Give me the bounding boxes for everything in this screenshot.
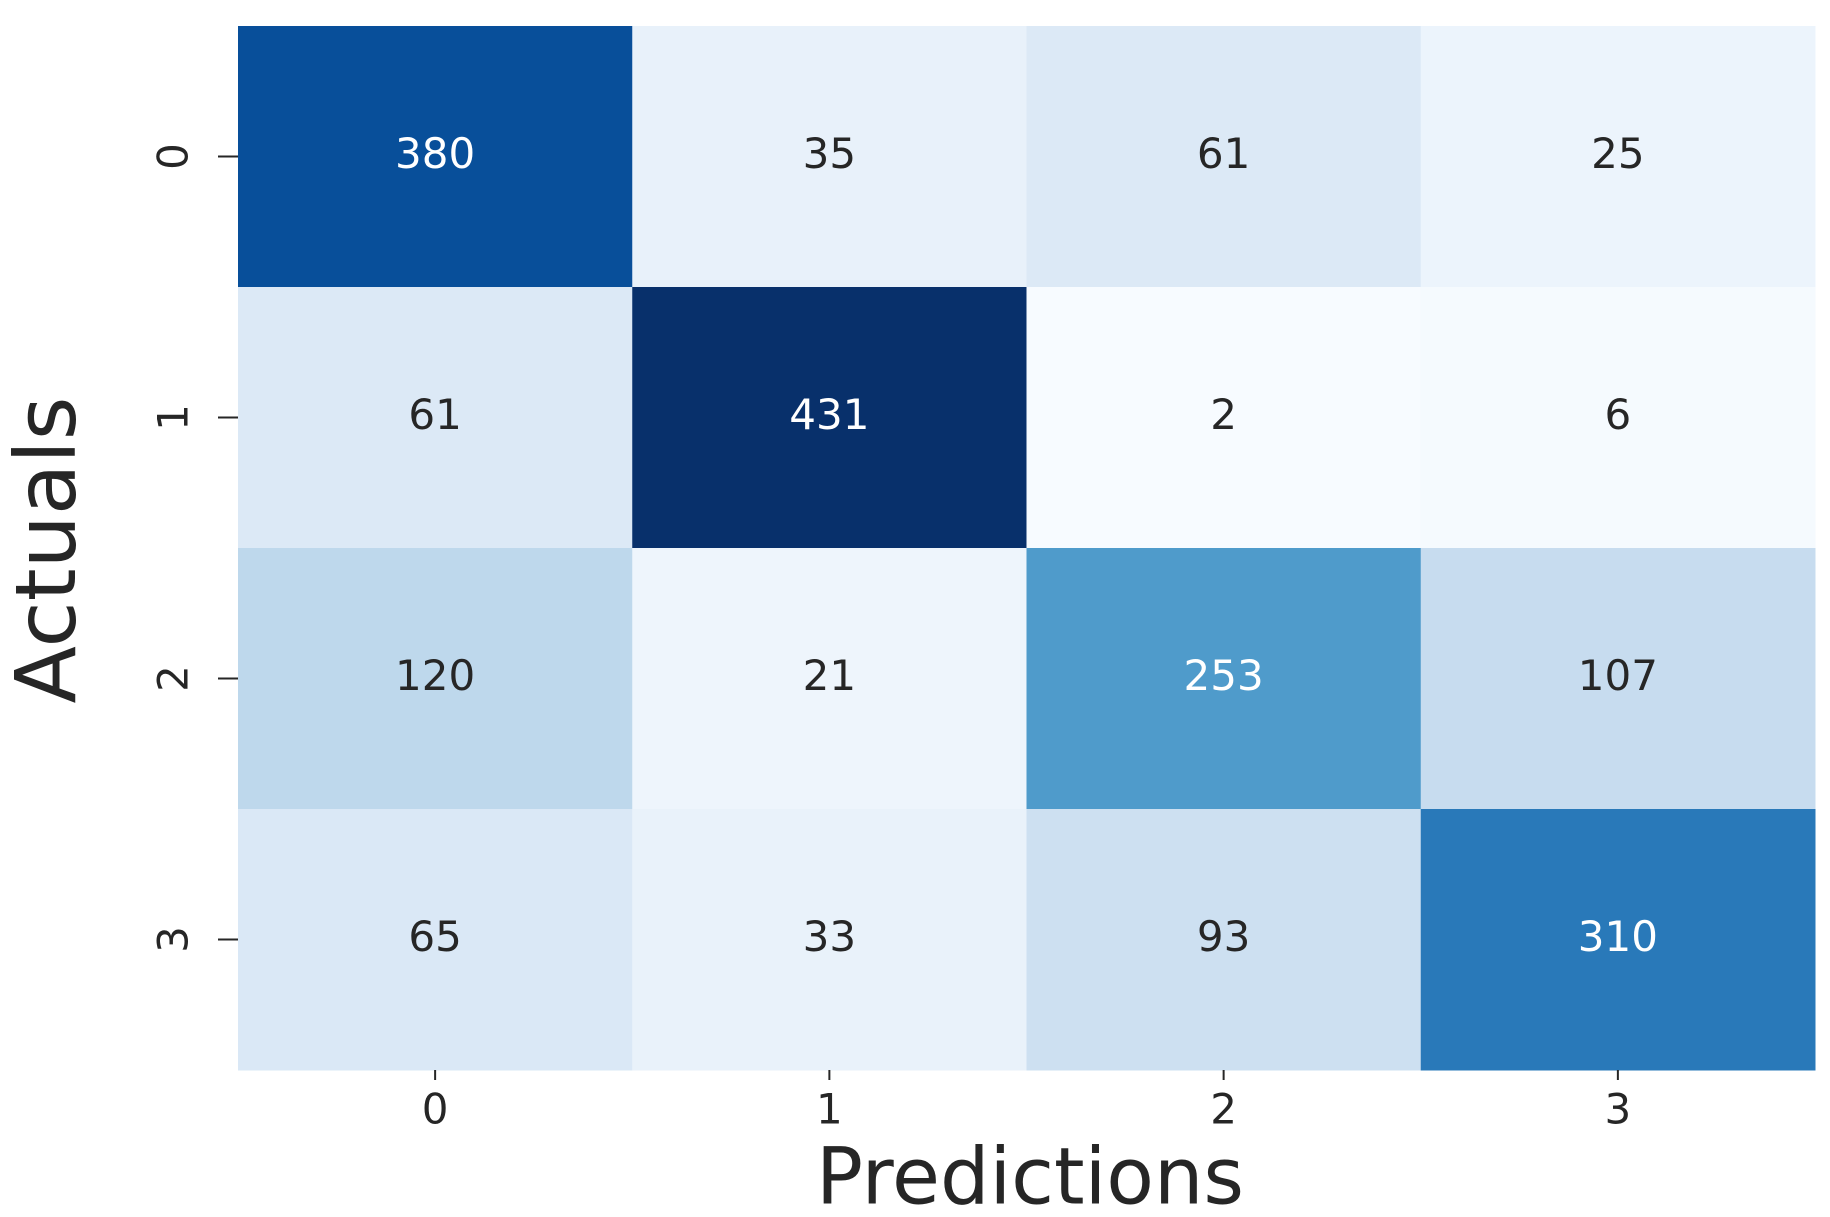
cell-label: 65 <box>408 912 461 961</box>
y-tick-label: 2 <box>149 665 198 692</box>
cell-label: 310 <box>1578 912 1658 961</box>
y-axis-label: Actuals <box>0 397 95 704</box>
cell-label: 61 <box>408 390 461 439</box>
cell-label: 35 <box>803 129 856 178</box>
cell-label: 93 <box>1197 912 1250 961</box>
heatmap-cell <box>238 287 633 549</box>
cell-label: 21 <box>803 651 856 700</box>
heatmap-cell <box>1026 26 1422 288</box>
heatmap-cell <box>238 809 633 1071</box>
y-tick-label: 3 <box>149 926 198 953</box>
x-tick-label: 1 <box>816 1085 843 1134</box>
cell-label: 2 <box>1210 390 1237 439</box>
heatmap-cell <box>1026 548 1422 810</box>
cell-label: 120 <box>395 651 475 700</box>
cell-label: 61 <box>1197 129 1250 178</box>
heatmap-cell <box>1420 287 1816 549</box>
x-axis-label: Predictions <box>816 1132 1244 1217</box>
y-tick-label: 1 <box>149 404 198 431</box>
cell-label: 253 <box>1184 651 1264 700</box>
cell-label: 107 <box>1578 651 1658 700</box>
heatmap-cell <box>238 548 633 810</box>
heatmap-cell <box>1420 548 1816 810</box>
y-tick-label: 0 <box>149 143 198 170</box>
cell-label: 25 <box>1591 129 1644 178</box>
heatmap-cell <box>632 287 1027 549</box>
cell-label: 33 <box>803 912 856 961</box>
heatmap-cell <box>1420 26 1816 288</box>
heatmap-cell <box>1420 809 1816 1071</box>
x-tick-label: 3 <box>1605 1085 1632 1134</box>
x-tick-label: 0 <box>422 1085 449 1134</box>
cell-label: 6 <box>1605 390 1632 439</box>
heatmap-cell <box>632 809 1027 1071</box>
heatmap-cell <box>1026 809 1422 1071</box>
heatmap-cell <box>1026 287 1422 549</box>
heatmap-cell <box>632 26 1027 288</box>
heatmap-cell <box>632 548 1027 810</box>
x-tick-label: 2 <box>1210 1085 1237 1134</box>
heatmap-cell <box>238 26 633 288</box>
cell-label: 380 <box>395 129 475 178</box>
cell-label: 431 <box>789 390 869 439</box>
